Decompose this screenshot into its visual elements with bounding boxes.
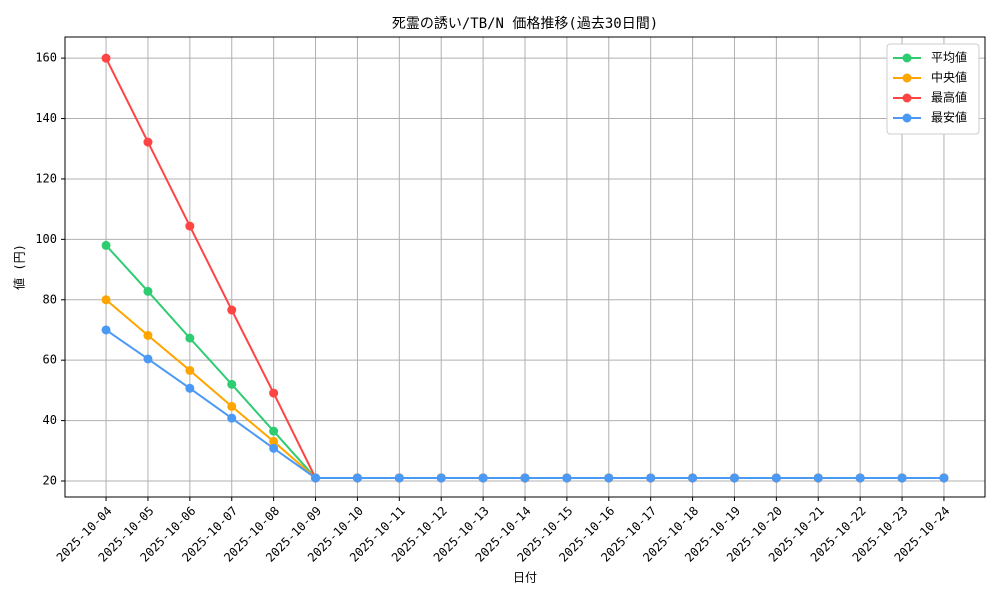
legend-marker: [902, 93, 912, 103]
data-point: [688, 473, 698, 483]
x-axis-label: 日付: [513, 571, 537, 585]
data-point: [269, 388, 279, 398]
data-point: [646, 473, 656, 483]
legend-label: 最安値: [931, 110, 967, 125]
data-point: [352, 473, 362, 483]
data-point: [185, 365, 195, 375]
data-point: [101, 240, 111, 250]
y-axis-label: 値 (円): [12, 244, 27, 290]
legend-box: [886, 43, 980, 135]
legend-marker: [902, 53, 912, 63]
y-tick-label: 160: [35, 51, 57, 65]
data-point: [604, 473, 614, 483]
y-tick-label: 100: [35, 232, 57, 246]
y-tick-label: 120: [35, 171, 57, 185]
data-point: [101, 325, 111, 335]
y-tick-label: 40: [43, 413, 57, 427]
data-point: [227, 379, 237, 389]
data-point: [101, 53, 111, 63]
data-point: [771, 473, 781, 483]
data-point: [436, 473, 446, 483]
data-point: [185, 333, 195, 343]
legend-marker: [902, 113, 912, 123]
legend-label: 中央値: [931, 70, 967, 85]
data-point: [478, 473, 488, 483]
data-point: [562, 473, 572, 483]
data-point: [729, 473, 739, 483]
data-point: [143, 137, 153, 147]
legend-label: 平均値: [931, 50, 967, 65]
data-point: [227, 413, 237, 423]
data-point: [311, 473, 321, 483]
legend-label: 最高値: [931, 90, 967, 105]
data-point: [269, 436, 279, 446]
data-point: [855, 473, 865, 483]
data-point: [520, 473, 530, 483]
y-tick-label: 60: [43, 353, 57, 367]
data-point: [394, 473, 404, 483]
data-point: [939, 473, 949, 483]
data-point: [813, 473, 823, 483]
plot-frame: [64, 36, 986, 498]
data-point: [269, 426, 279, 436]
data-point: [185, 221, 195, 231]
y-tick-label: 140: [35, 111, 57, 125]
y-tick-label: 80: [43, 292, 57, 306]
data-point: [227, 401, 237, 411]
data-point: [143, 286, 153, 296]
data-point: [269, 443, 279, 453]
data-point: [185, 383, 195, 393]
data-point: [897, 473, 907, 483]
data-point: [143, 354, 153, 364]
legend-marker: [902, 73, 912, 83]
data-point: [101, 295, 111, 305]
data-point: [143, 330, 153, 340]
data-point: [227, 305, 237, 315]
y-tick-label: 20: [43, 473, 57, 487]
chart-title: 死霊の誘い/TB/N 価格推移(過去30日間): [392, 16, 658, 32]
